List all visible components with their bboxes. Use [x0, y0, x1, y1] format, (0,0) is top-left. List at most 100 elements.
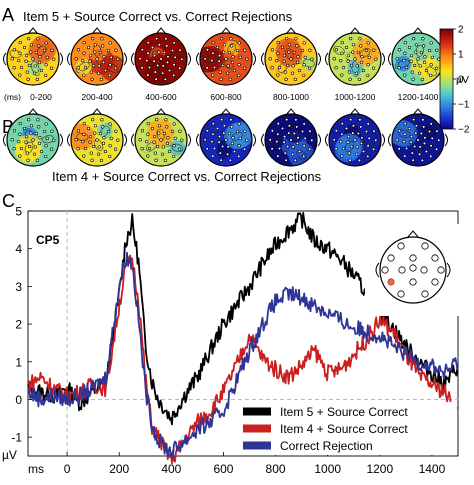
- topomap-electrode: [270, 129, 274, 133]
- inset-head-outline: [379, 236, 447, 304]
- topomap-electrode: [404, 146, 409, 151]
- inset-electrode: [420, 266, 428, 274]
- time-window-label: 800-1000: [273, 92, 309, 102]
- topomap-electrode: [90, 158, 94, 162]
- topomap-electrode: [39, 68, 44, 73]
- topomap-electrode: [243, 129, 247, 133]
- topomap-electrode: [412, 37, 416, 41]
- topomap-electrode: [423, 136, 427, 140]
- topomap-electrode: [357, 158, 361, 162]
- topomap-electrode: [109, 136, 113, 140]
- topomap-electrode: [31, 138, 35, 142]
- topomap-electrode: [166, 136, 170, 140]
- topomap-electrode: [91, 37, 95, 41]
- topomap-electrode: [89, 70, 93, 74]
- topomap-electrode: [413, 144, 417, 149]
- highlighted-electrode-cp5: [387, 278, 395, 286]
- topomap-electrode: [340, 73, 344, 77]
- topomap-electrode: [172, 154, 176, 159]
- topomap-electrode: [25, 151, 29, 155]
- topomap-ear: [131, 133, 135, 147]
- topomap-electrode: [147, 146, 152, 151]
- topomap-nose: [220, 27, 232, 35]
- topomap-electrode: [427, 48, 432, 53]
- topomap-a-3: [196, 27, 256, 86]
- topomap-electrode: [422, 125, 426, 129]
- topomap-electrode: [308, 147, 312, 151]
- topomap-electrode: [157, 43, 161, 47]
- topomap-electrode: [414, 43, 418, 47]
- topomap-electrode: [211, 40, 215, 45]
- topomap-electrode: [76, 147, 80, 151]
- topomap-electrode: [231, 136, 235, 140]
- topomap-outline: [328, 32, 382, 86]
- topomap-electrode: [39, 149, 44, 154]
- topomap-nose: [155, 27, 167, 35]
- topomap-electrode: [420, 158, 424, 162]
- topomap-electrode: [302, 154, 306, 159]
- inset-nose: [406, 230, 420, 239]
- topomap-electrode: [411, 77, 415, 81]
- electrode-head-inset: [365, 224, 461, 316]
- topomap-ear: [196, 52, 200, 66]
- topomap-electrode: [361, 149, 366, 154]
- topomap-electrode: [152, 54, 157, 58]
- topomap-electrode: [101, 60, 106, 64]
- topomap-electrode: [270, 48, 274, 52]
- topomap-electrode: [203, 57, 207, 61]
- topomap-electrode: [31, 57, 35, 61]
- topomap-electrode: [95, 57, 99, 61]
- legend-swatch: [243, 407, 271, 416]
- topomap-ear: [252, 52, 256, 66]
- topomap-electrode: [44, 144, 48, 148]
- topomap-electrode: [178, 129, 182, 133]
- topomap-electrode: [341, 65, 346, 70]
- topomap-electrode: [205, 48, 209, 52]
- topomap-electrode: [280, 126, 285, 131]
- topomap-electrode: [138, 57, 142, 61]
- topomap-electrode: [82, 132, 86, 136]
- topomap-electrode: [409, 59, 413, 63]
- topomap-electrode: [106, 48, 111, 53]
- topomap-electrode: [33, 152, 37, 156]
- topomap-electrode: [237, 122, 241, 126]
- topomap-electrode: [419, 131, 423, 136]
- inset-electrode: [397, 242, 405, 250]
- topomap-electrode: [276, 154, 280, 158]
- topomap-electrode: [334, 66, 338, 70]
- time-window-label: 1200-1400: [398, 92, 439, 102]
- topomap-electrode: [403, 51, 407, 55]
- topomap-nose: [285, 108, 297, 116]
- inset-electrode: [409, 254, 417, 262]
- topomap-electrode: [276, 121, 280, 126]
- topomap-electrode: [276, 40, 280, 45]
- topomap-electrode: [44, 73, 48, 78]
- topomap-electrode: [355, 71, 359, 75]
- topomap-electrode: [344, 45, 349, 50]
- topomap-electrode: [346, 59, 350, 63]
- x-tick-label: 0: [64, 462, 71, 476]
- topomap-electrode: [145, 140, 149, 144]
- topomap-electrode: [424, 68, 429, 73]
- topomap-electrode: [153, 151, 157, 155]
- topomap-electrode: [146, 132, 150, 136]
- plot-frame: [27, 210, 459, 457]
- topomap-electrode: [287, 43, 291, 47]
- topomap-electrode: [366, 154, 370, 159]
- time-window-label: 0-200: [30, 92, 52, 102]
- topomap-electrode: [17, 140, 21, 144]
- topomap-electrode: [101, 141, 106, 145]
- topomap-electrode: [211, 132, 215, 136]
- topomap-electrode: [218, 70, 222, 74]
- topomap-electrode: [291, 145, 295, 149]
- topomap-electrode: [83, 146, 88, 151]
- topomap-electrode: [410, 151, 414, 155]
- topomap-electrode: [403, 73, 407, 77]
- topomap-electrode: [282, 54, 287, 58]
- topomap-electrode: [93, 50, 97, 54]
- topomap-electrode: [292, 131, 296, 136]
- topomap-electrode: [229, 37, 233, 41]
- topomap-electrode: [226, 64, 230, 68]
- topomap-electrode: [97, 64, 101, 68]
- topomap-nose: [27, 27, 39, 35]
